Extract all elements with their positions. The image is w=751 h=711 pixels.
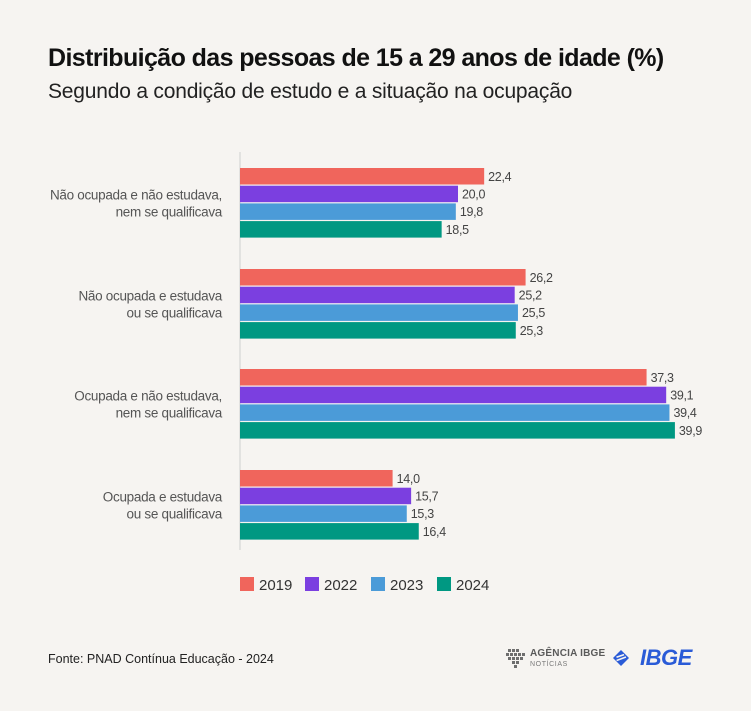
bar-2022: [240, 386, 667, 404]
category-label-line: Não ocupada e não estudava,: [50, 187, 222, 202]
data-label: 18,5: [446, 223, 469, 237]
category-label-line: Não ocupada e estudava: [78, 288, 222, 303]
data-label: 14,0: [397, 472, 420, 486]
data-label: 22,4: [488, 170, 511, 184]
ibge-mark-icon: [613, 650, 629, 666]
chart-subtitle: Segundo a condição de estudo e a situaçã…: [48, 80, 573, 103]
bar-2023: [240, 203, 456, 220]
ibge-label: IBGE: [640, 645, 692, 670]
category-label-line: ou se qualificava: [127, 305, 223, 320]
legend-swatch-2024: [437, 577, 451, 591]
source-note: Fonte: PNAD Contínua Educação - 2024: [48, 652, 274, 666]
bar-2023: [240, 505, 407, 522]
data-label: 39,1: [670, 388, 693, 402]
category-label: Não ocupada e estudava ou se qualificava: [78, 288, 222, 320]
legend-label: 2023: [390, 577, 423, 594]
data-label: 20,0: [462, 187, 485, 201]
chart-title: Distribuição das pessoas de 15 a 29 anos…: [48, 44, 664, 72]
legend-swatch-2019: [240, 577, 254, 591]
bar-2022: [240, 185, 458, 203]
legend-label: 2019: [259, 577, 292, 594]
category-label: Não ocupada e não estudava, nem se qualif…: [50, 187, 223, 219]
category-label-line: ou se qualificava: [127, 506, 223, 521]
bar-2024: [240, 221, 442, 238]
data-label: 25,2: [519, 288, 542, 302]
data-label: 26,2: [530, 271, 553, 285]
bar-2024: [240, 523, 419, 540]
data-label: 19,8: [460, 205, 483, 219]
bar-2022: [240, 286, 515, 304]
data-label: 39,4: [673, 406, 696, 420]
data-label: 25,3: [520, 324, 543, 338]
bar-2019: [240, 470, 393, 487]
bar-2024: [240, 422, 675, 439]
legend-swatch-2023: [371, 577, 385, 591]
category-label-line: nem se qualificava: [116, 405, 223, 420]
bar-2019: [240, 168, 485, 185]
legend-swatch-2022: [305, 577, 319, 591]
bar-2023: [240, 304, 518, 321]
category-label-line: nem se qualificava: [116, 204, 223, 219]
data-label: 37,3: [651, 371, 674, 385]
data-label: 15,3: [411, 507, 434, 521]
data-label: 25,5: [522, 306, 545, 320]
brazil-map-icon: [506, 649, 525, 668]
bar-2022: [240, 487, 412, 505]
legend-label: 2022: [324, 577, 357, 594]
agencia-label: AGÊNCIA IBGE: [530, 647, 606, 659]
bar-2019: [240, 269, 526, 286]
bar-2023: [240, 404, 670, 421]
data-label: 15,7: [415, 489, 438, 503]
agencia-sub-label: NOTÍCIAS: [530, 660, 568, 668]
data-label: 16,4: [423, 525, 446, 539]
bar-2019: [240, 369, 647, 386]
category-label-line: Ocupada e não estudava,: [74, 388, 222, 403]
agencia-ibge-logo: AGÊNCIA IBGE NOTÍCIAS: [504, 645, 605, 671]
bar-2024: [240, 322, 516, 339]
legend-label: 2024: [456, 577, 489, 594]
ibge-logo: IBGE: [610, 645, 692, 671]
data-label: 39,9: [679, 424, 702, 438]
category-label: Ocupada e não estudava, nem se qualificav…: [74, 388, 222, 420]
category-label: Ocupada e estudava ou se qualificava: [103, 489, 223, 521]
category-label-line: Ocupada e estudava: [103, 489, 223, 504]
